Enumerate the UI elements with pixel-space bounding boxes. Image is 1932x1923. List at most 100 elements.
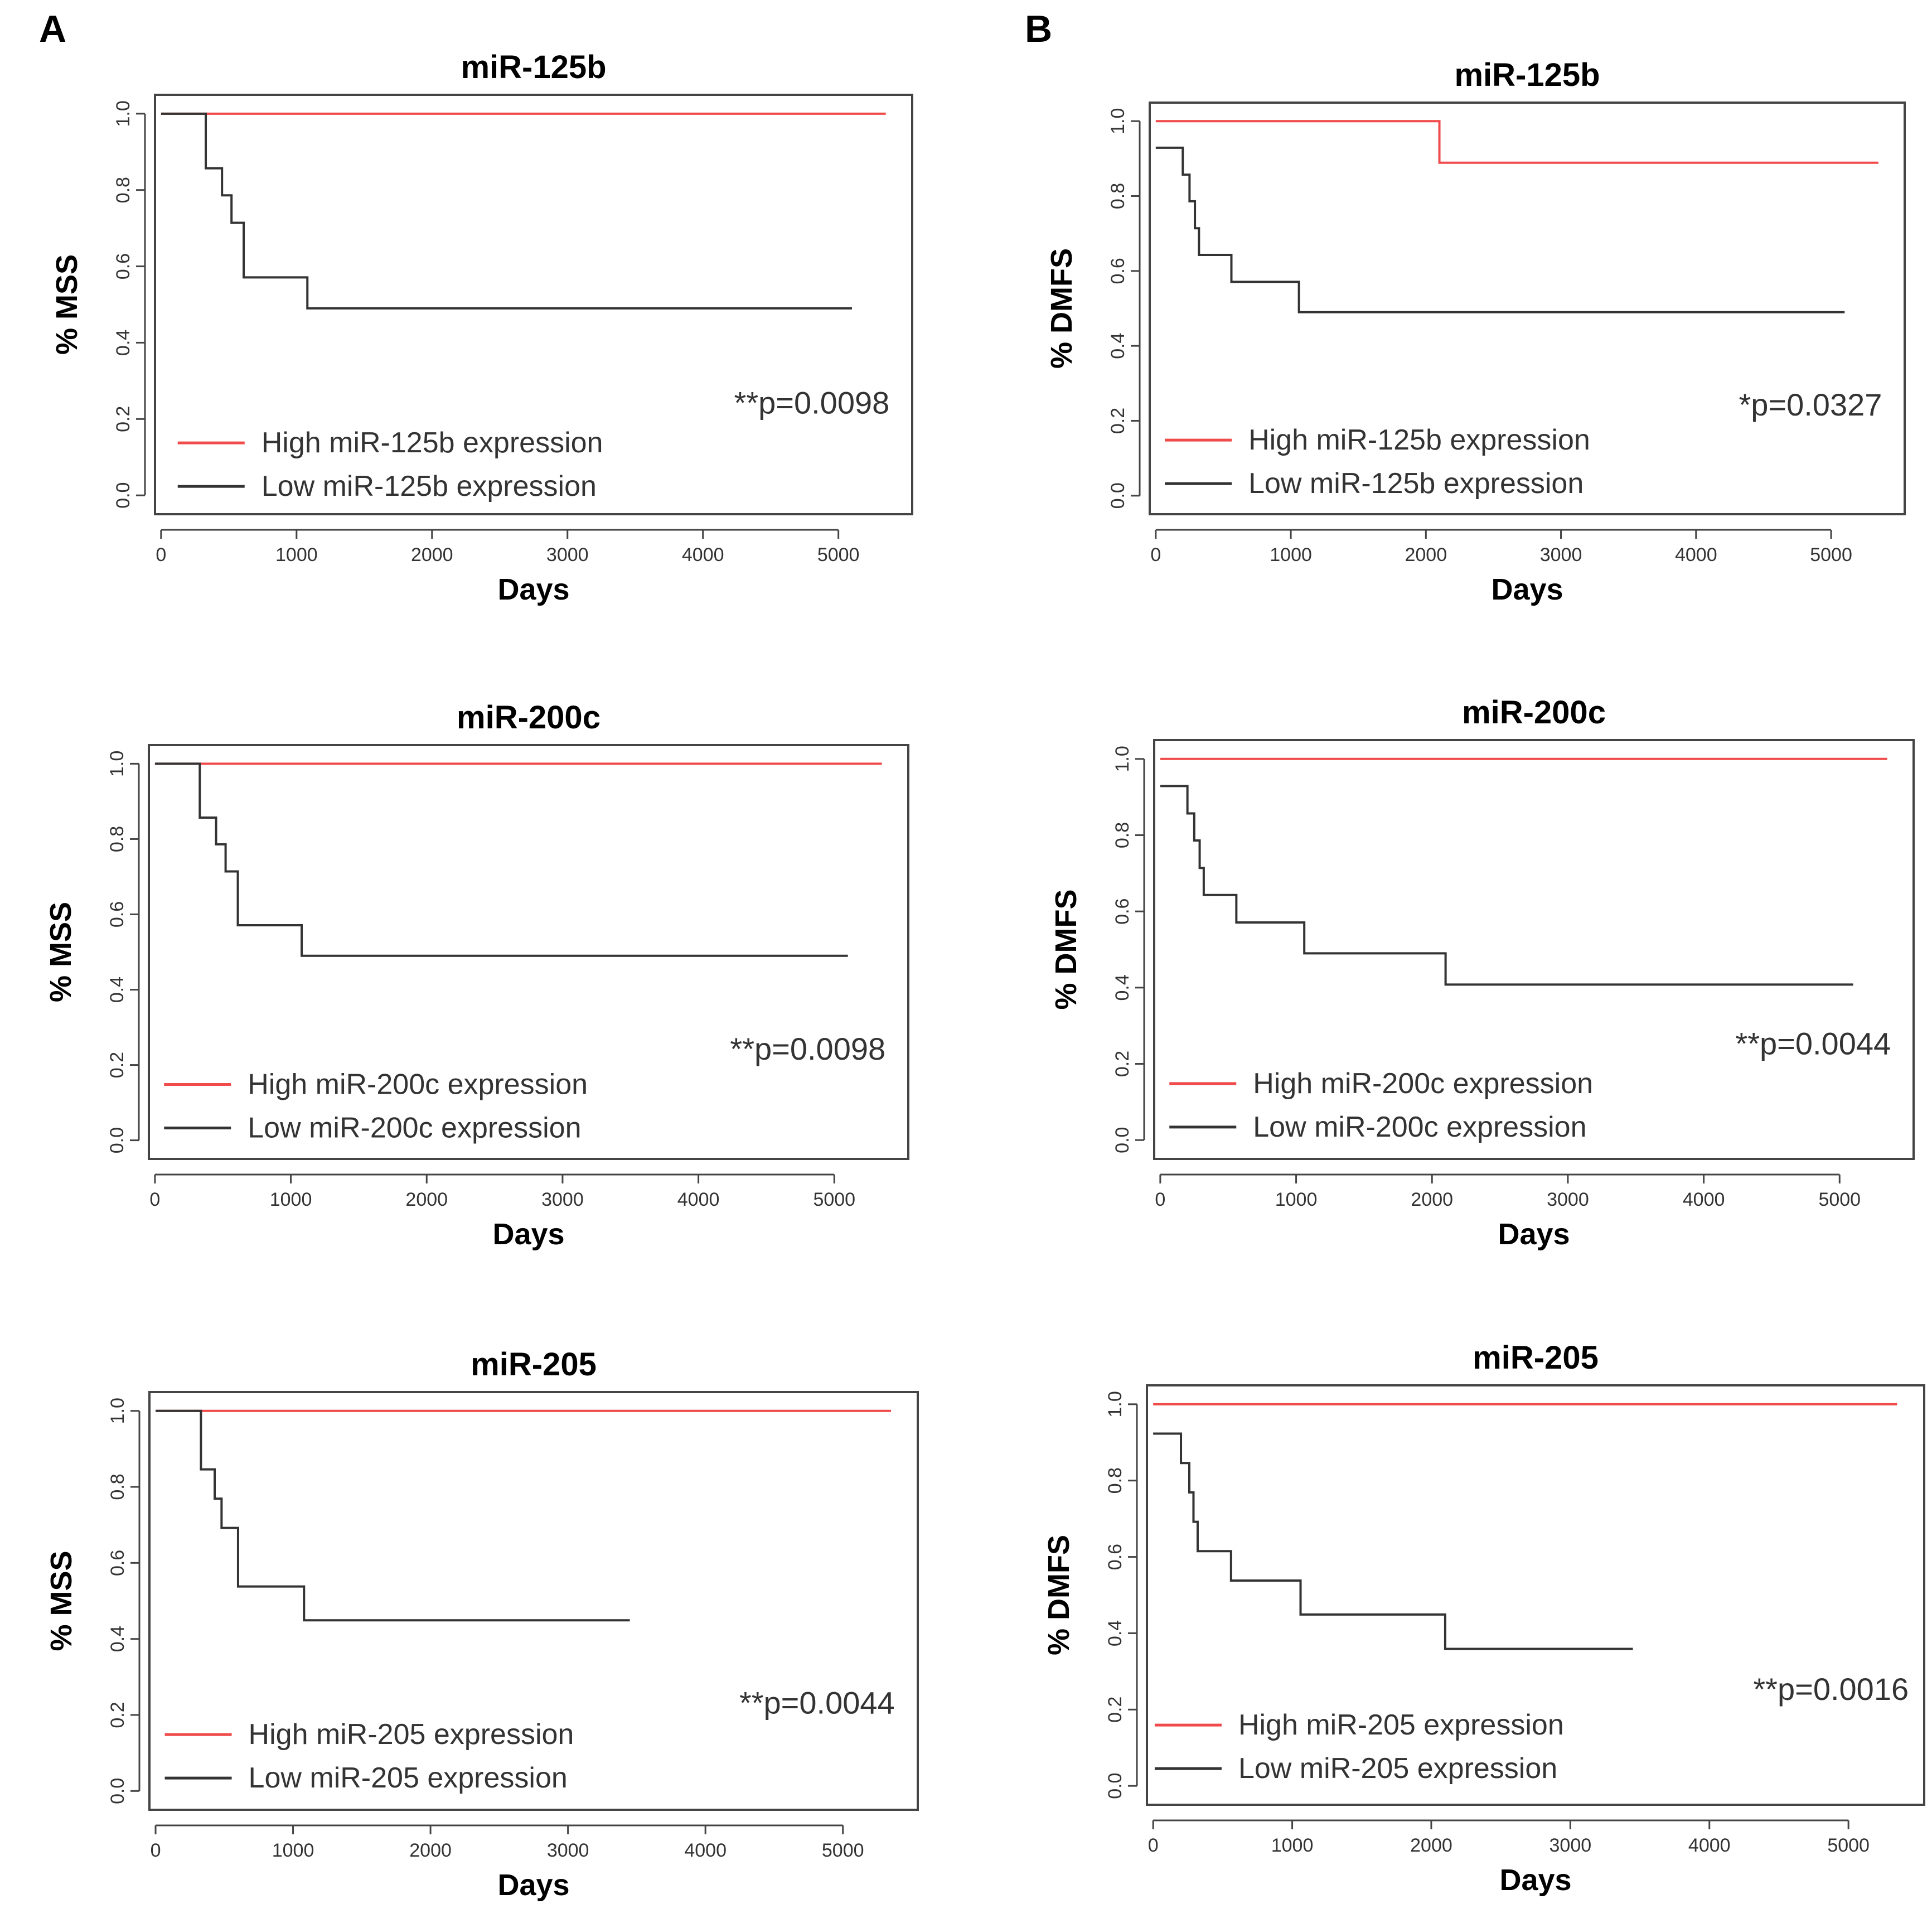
x-tick-label: 0 [1148,1835,1159,1856]
y-tick-label: 0.0 [1105,1773,1126,1799]
plot-frame [154,94,913,515]
y-tick-label: 0.0 [106,1127,128,1153]
y-tick-label: 0.4 [113,330,134,356]
y-tick-label: 1.0 [1112,746,1133,772]
chart-title: miR-200c [1462,694,1606,731]
y-tick-label: 0.0 [1112,1127,1133,1153]
x-tick-label: 3000 [1540,544,1582,566]
plot-frame [148,744,909,1160]
y-tick-label: 0.8 [107,1473,128,1500]
x-tick-label: 2000 [411,544,453,566]
legend-label-low: Low miR-200c expression [248,1112,581,1144]
x-tick-label: 2000 [1410,1835,1452,1856]
panel-label-b: B [1025,8,1052,50]
x-axis-label: Days [492,1217,564,1251]
y-tick-label: 0.2 [1105,1697,1126,1723]
panel-label-a: A [39,8,66,50]
x-tick-label: 3000 [1547,1189,1589,1210]
x-tick-label: 5000 [1827,1835,1870,1856]
y-tick-label: 0.2 [1112,1051,1133,1077]
y-tick-label: 0.2 [113,406,134,432]
x-tick-label: 5000 [1818,1189,1861,1210]
x-axis-label: Days [1498,1217,1570,1251]
y-axis-label: % MSS [44,902,78,1002]
y-tick-label: 0.6 [106,901,128,927]
x-tick-label: 0 [1155,1189,1165,1210]
x-tick-label: 3000 [541,1189,584,1210]
y-tick-label: 0.2 [106,1052,128,1078]
series-line-low [1153,1432,1633,1650]
x-tick-label: 0 [149,1189,160,1210]
series-line-low [156,1409,630,1622]
chart-1: miR-125b 0 1000 2000 3000 4000 5000 Days 0.0 0.2 0… [50,49,913,606]
y-tick-label: 0.4 [106,977,128,1003]
y-tick-label: 0.6 [113,253,134,279]
p-value: **p=0.0044 [1735,1026,1891,1061]
y-tick-label: 0.4 [1112,974,1133,1001]
series-line-high [1155,120,1878,164]
legend-label-high: High miR-205 expression [1238,1709,1564,1741]
y-tick-label: 0.0 [1107,482,1129,509]
x-tick-label: 0 [151,1840,161,1861]
x-tick-label: 5000 [817,544,860,566]
y-tick-label: 0.8 [1112,822,1133,848]
legend-label-low: Low miR-200c expression [1253,1111,1586,1143]
y-axis-label: % MSS [45,1550,78,1651]
y-tick-label: 0.4 [107,1626,128,1652]
x-tick-label: 4000 [1688,1835,1731,1856]
x-axis-label: Days [1499,1863,1571,1897]
y-tick-label: 0.6 [107,1550,128,1576]
y-axis-label: % DMFS [1045,248,1078,369]
x-tick-label: 3000 [546,544,589,566]
series-line-low [1155,146,1845,313]
legend-label-low: Low miR-125b expression [262,470,597,503]
x-tick-label: 4000 [677,1189,720,1210]
chart-title: miR-125b [1454,57,1600,93]
y-tick-label: 0.6 [1107,258,1129,284]
plot-frame [148,1391,919,1811]
legend-label-low: Low miR-205 expression [1238,1752,1557,1785]
y-tick-label: 0.0 [107,1778,128,1804]
chart-title: miR-205 [471,1346,597,1383]
x-axis-label: Days [497,1868,569,1902]
x-tick-label: 5000 [1810,544,1852,566]
chart-title: miR-200c [457,699,601,736]
legend-label-high: High miR-200c expression [248,1068,588,1100]
y-tick-label: 0.4 [1107,333,1129,359]
legend-label-high: High miR-205 expression [249,1718,574,1751]
y-tick-label: 1.0 [1105,1391,1126,1417]
p-value: *p=0.0327 [1739,387,1882,422]
y-tick-label: 1.0 [107,1398,128,1424]
x-tick-label: 4000 [1675,544,1717,566]
x-tick-label: 0 [156,544,166,566]
chart-3: miR-200c 0 1000 2000 3000 4000 5000 Days 0.0 0.2 0… [44,699,909,1251]
x-tick-label: 1000 [1271,1835,1314,1856]
series-line-low [1160,785,1853,986]
plot-frame [1149,102,1906,515]
plot-frame [1153,739,1915,1160]
y-tick-label: 0.2 [107,1702,128,1728]
y-tick-label: 1.0 [113,100,134,127]
x-axis-label: Days [1491,573,1563,606]
x-tick-label: 2000 [1405,544,1447,566]
chart-5: miR-205 0 1000 2000 3000 4000 5000 Days 0.0 0.2 0.… [45,1346,919,1902]
x-tick-label: 1000 [1275,1189,1318,1210]
x-tick-label: 2000 [409,1840,452,1861]
y-tick-label: 0.2 [1107,408,1129,434]
y-tick-label: 0.8 [1105,1467,1126,1494]
x-tick-label: 4000 [682,544,724,566]
x-tick-label: 1000 [275,544,318,566]
x-tick-label: 1000 [270,1189,312,1210]
y-axis-label: % DMFS [1042,1535,1076,1655]
x-axis-label: Days [497,573,569,606]
x-tick-label: 4000 [684,1840,727,1861]
x-tick-label: 2000 [405,1189,448,1210]
chart-grid: miR-125b 0 1000 2000 3000 4000 5000 Days 0.0 0.2 0… [44,49,1925,1902]
x-tick-label: 5000 [813,1189,855,1210]
legend-label-low: Low miR-205 expression [249,1762,568,1794]
series-line-low [154,762,848,957]
x-tick-label: 0 [1150,544,1161,566]
x-tick-label: 1000 [1270,544,1312,566]
plot-frame [1146,1384,1925,1806]
